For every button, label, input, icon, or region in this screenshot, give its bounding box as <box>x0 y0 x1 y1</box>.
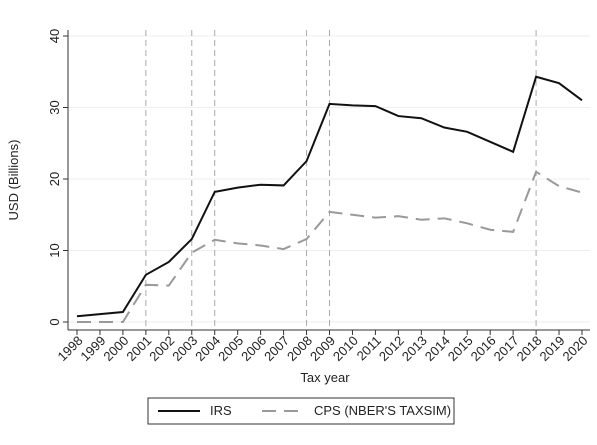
y-axis-label: USD (Billions) <box>6 140 21 221</box>
y-tick-label: 40 <box>47 29 62 43</box>
x-tick-label: 2020 <box>559 333 590 364</box>
x-tick-label: 2006 <box>238 333 269 364</box>
line <box>77 170 583 323</box>
x-tick-label: 2013 <box>399 333 430 364</box>
legend-box <box>147 397 455 425</box>
x-tick-label: 2018 <box>514 333 545 364</box>
x-tick-label: 2014 <box>422 333 453 364</box>
y-tick-label: 10 <box>47 243 62 257</box>
x-axis-label: Tax year <box>300 370 350 385</box>
x-tick-label: 2010 <box>330 333 361 364</box>
y-tick-label: 30 <box>47 100 62 114</box>
x-tick-label: 2017 <box>491 333 522 364</box>
x-tick-label: 2002 <box>146 333 177 364</box>
x-tick-label: 2019 <box>537 333 568 364</box>
x-tick-label: 2008 <box>284 333 315 364</box>
x-tick-label: 2001 <box>123 333 154 364</box>
x-tick-label: 2012 <box>376 333 407 364</box>
x-tick-label: 2000 <box>100 333 131 364</box>
legend-label: IRS <box>210 403 232 418</box>
x-tick-label: 2011 <box>354 333 384 363</box>
x-tick-label: 2004 <box>192 333 223 364</box>
line <box>76 75 583 318</box>
x-tick-label: 1998 <box>54 333 85 364</box>
x-tick-label: 2015 <box>445 333 476 364</box>
x-tick-label: 1999 <box>77 333 108 364</box>
x-tick-label: 2005 <box>215 333 246 364</box>
x-tick-label: 2016 <box>468 333 499 364</box>
x-tick-label: 2003 <box>169 333 200 364</box>
x-tick-label: 2009 <box>307 333 338 364</box>
y-tick-label: 20 <box>47 172 62 186</box>
x-tick-label: 2007 <box>261 333 292 364</box>
legend-label: CPS (NBER'S TAXSIM) <box>314 403 451 418</box>
y-tick-label: 0 <box>47 318 62 325</box>
